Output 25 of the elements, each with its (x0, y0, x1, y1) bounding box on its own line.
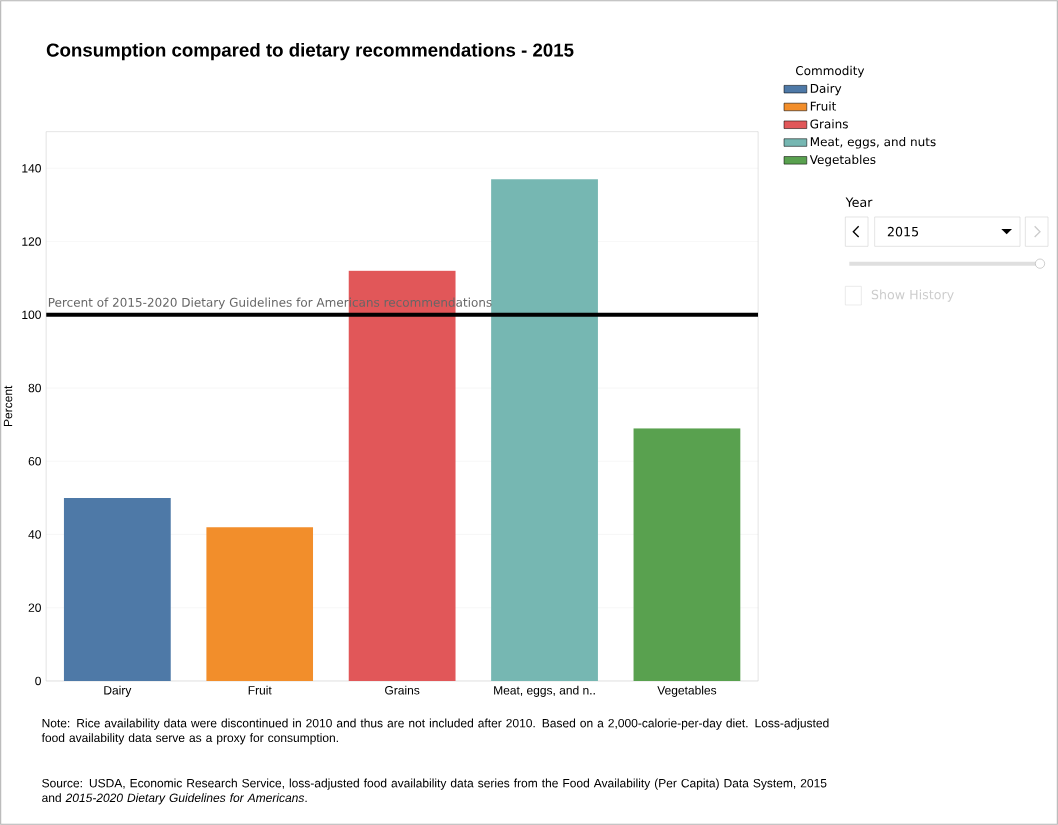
source-note: Source: USDA, Economic Research Service, loss-adjusted food availability data series from the Food Availability (Per Capita) Data System, 2015 and 2015-2020 Dietary Guidelines for Americans. (42, 778, 827, 805)
legend-label: Dairy (810, 83, 842, 96)
y-tick-label: 80 (28, 383, 41, 393)
legend-label: Meat, eggs, and nuts (810, 136, 936, 149)
text: Year (845, 197, 873, 208)
y-tick-label: 40 (28, 530, 41, 539)
x-tick-label: Grains (385, 685, 420, 695)
text: 2015 (887, 226, 919, 237)
y-tick-label: 100 (22, 310, 41, 320)
legend-label: Vegetables (809, 154, 876, 167)
x-tick-label: Fruit (248, 685, 272, 695)
chart-title: Consumption compared to dietary recommendations - 2015 (46, 42, 574, 61)
text: Note: Rice availability data were discontinued in 2010 and thus are not included after 2010. Based on a 2,000-calorie-per-day diet. Loss-adjusted food availability data serve as a proxy for consumption. (41, 718, 829, 745)
legend-title: Commodity (795, 65, 865, 78)
x-tick-label: Dairy (104, 685, 132, 697)
legend-label: Fruit (810, 101, 837, 111)
x-tick-label: Meat, eggs, and n.. (494, 685, 595, 697)
y-tick-label: 140 (22, 164, 41, 173)
y-tick-label: 120 (22, 237, 41, 246)
legend-label: Grains (810, 119, 848, 129)
y-tick-label: 0 (35, 676, 41, 686)
x-tick-label: Vegetables (657, 685, 717, 697)
y-axis-title: Percent (3, 385, 13, 427)
y-tick-label: 60 (28, 457, 41, 466)
y-tick-label: 20 (28, 603, 41, 612)
